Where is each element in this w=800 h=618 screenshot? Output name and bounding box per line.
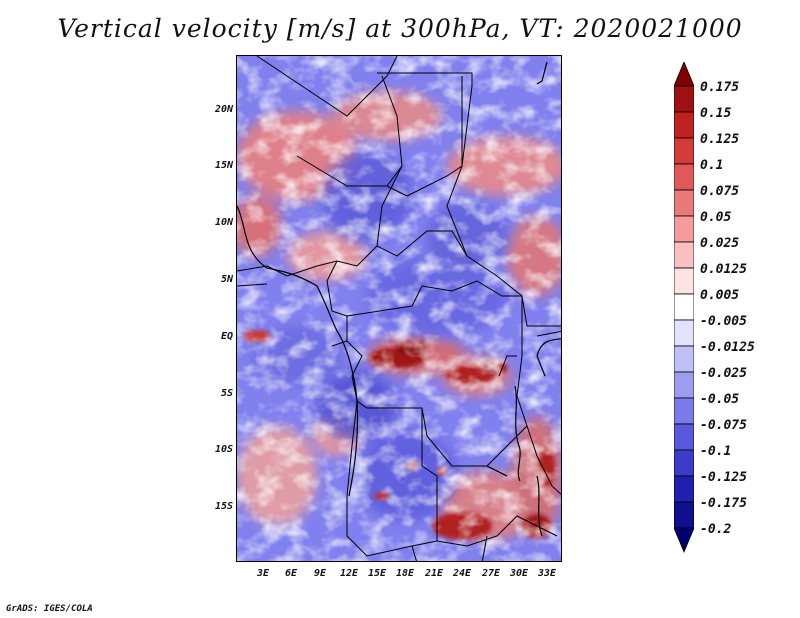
velocity-map [236,55,562,562]
colorbar-label: 0.175 [700,80,740,95]
velocity-field [237,56,561,561]
lat-tick-label: 15N [214,160,233,171]
colorbar-box [674,397,694,425]
colorbar-box [674,215,694,243]
colorbar-label: -0.0125 [700,340,755,355]
colorbar-cap-bottom [674,527,694,554]
colorbar-box [674,371,694,399]
colorbar-label: -0.075 [700,418,747,433]
colorbar-box [674,163,694,191]
colorbar-box [674,319,694,347]
lon-tick-label: 33E [537,568,557,579]
colorbar-label: 0.025 [700,236,740,251]
colorbar-box [674,501,694,529]
colorbar-label: 0.05 [700,210,732,225]
colorbar-label: -0.05 [700,392,740,407]
lat-tick-label: 5S [220,388,233,399]
colorbar-box [674,241,694,269]
colorbar-box [674,449,694,477]
lon-tick-label: 6E [284,568,298,579]
lon-tick-label: 30E [509,568,529,579]
coastlines [237,61,561,537]
colorbar-label: 0.125 [700,132,740,147]
colorbar-label: 0.1 [700,158,724,173]
lon-tick-label: 15E [367,568,387,579]
lon-tick-label: 9E [313,568,327,579]
colorbar-label: -0.005 [700,314,747,329]
lat-tick-label: 20N [214,104,233,115]
grads-credit: GrADS: IGES/COLA [6,604,93,614]
colorbar-label: 0.005 [700,288,740,303]
colorbar [674,62,694,554]
colorbar-cap-top [674,62,694,87]
colorbar-label: -0.125 [700,470,747,485]
lon-tick-label: 27E [481,568,501,579]
colorbar-box [674,293,694,321]
colorbar-label: 0.0125 [700,262,747,277]
colorbar-label: -0.025 [700,366,747,381]
colorbar-label: -0.175 [700,496,747,511]
lon-tick-label: 3E [256,568,270,579]
lat-tick-label: EQ [220,331,233,342]
colorbar-box [674,111,694,139]
colorbar-box [674,85,694,113]
colorbar-box [674,423,694,451]
colorbar-label: 0.075 [700,184,740,199]
colorbar-box [674,137,694,165]
colorbar-label: -0.2 [700,522,732,537]
lon-tick-label: 21E [424,568,444,579]
colorbar-box [674,189,694,217]
colorbar-label: -0.1 [700,444,732,459]
colorbar-label: 0.15 [700,106,732,121]
colorbar-box [674,345,694,373]
lon-tick-label: 12E [339,568,359,579]
lon-tick-label: 18E [395,568,415,579]
colorbar-box [674,475,694,503]
lat-tick-label: 10N [214,217,233,228]
map-title: Vertical velocity [m/s] at 300hPa, VT: 2… [57,14,743,43]
colorbar-box [674,267,694,295]
lat-tick-label: 5N [220,274,233,285]
lat-tick-label: 10S [214,444,233,455]
lat-tick-label: 15S [214,501,233,512]
lon-tick-label: 24E [452,568,472,579]
